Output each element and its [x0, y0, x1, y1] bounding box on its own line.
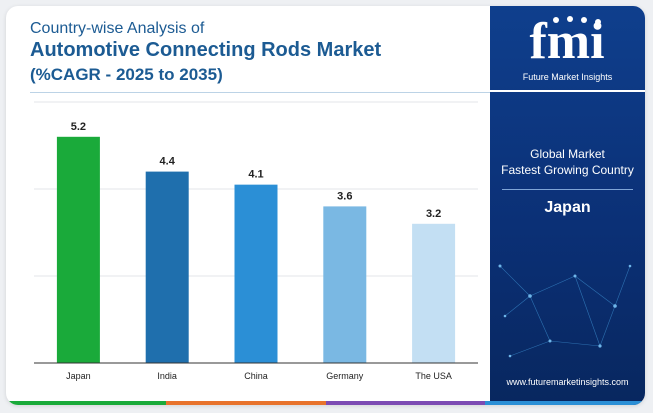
data-label: 3.2 — [426, 208, 441, 220]
panel-heading-line2: Fastest Growing Country — [501, 163, 634, 177]
network-graphic-icon — [498, 264, 632, 358]
chart-title-line2: Automotive Connecting Rods Market — [30, 39, 382, 61]
strip-segment — [165, 401, 326, 405]
side-panel: fmi Future Market Insights Global Market… — [490, 6, 645, 405]
logo-text: Future Market Insights — [522, 72, 613, 82]
report-card: Country-wise Analysis of Automotive Conn… — [6, 6, 645, 405]
logo-dot-icon — [595, 19, 601, 25]
panel-heading: Global Market Fastest Growing Country — [490, 146, 645, 178]
chart-title-line1: Country-wise Analysis of — [30, 20, 205, 37]
x-tick-label: The USA — [415, 371, 452, 381]
data-label: 4.4 — [160, 156, 176, 168]
logo-dot-icon — [581, 17, 587, 23]
website-url: www.futuremarketinsights.com — [506, 377, 629, 387]
panel-divider — [502, 189, 633, 190]
strip-segment — [485, 401, 645, 405]
logo-dot-icon — [553, 17, 559, 23]
bar-japan — [56, 136, 100, 363]
bar-chart: 5.2 Japan 4.4 India 4.1 China 3.6 Germany 3.2 The… — [34, 101, 478, 381]
logo-letters: fmi — [529, 14, 604, 64]
panel-heading-line1: Global Market — [530, 147, 605, 161]
data-label: 4.1 — [248, 169, 263, 181]
x-tick-label: Germany — [326, 371, 364, 381]
data-label: 5.2 — [71, 121, 86, 133]
title-divider — [30, 92, 492, 93]
panel-rule — [490, 90, 645, 92]
x-tick-label: India — [157, 371, 177, 381]
bar-germany — [323, 206, 367, 363]
strip-segment — [325, 401, 486, 405]
bar-china — [234, 184, 278, 363]
bar-india — [145, 171, 189, 363]
data-label: 3.6 — [337, 190, 352, 202]
chart-title-line3: (%CAGR - 2025 to 2035) — [30, 65, 223, 84]
x-tick-label: China — [244, 371, 268, 381]
fastest-country: Japan — [544, 199, 591, 216]
bottom-color-strip — [6, 401, 645, 405]
bar-the-usa — [412, 223, 456, 363]
fmi-logo: fmi — [529, 14, 604, 64]
logo-dot-icon — [567, 16, 573, 22]
x-tick-label: Japan — [66, 371, 91, 381]
strip-segment — [6, 401, 166, 405]
